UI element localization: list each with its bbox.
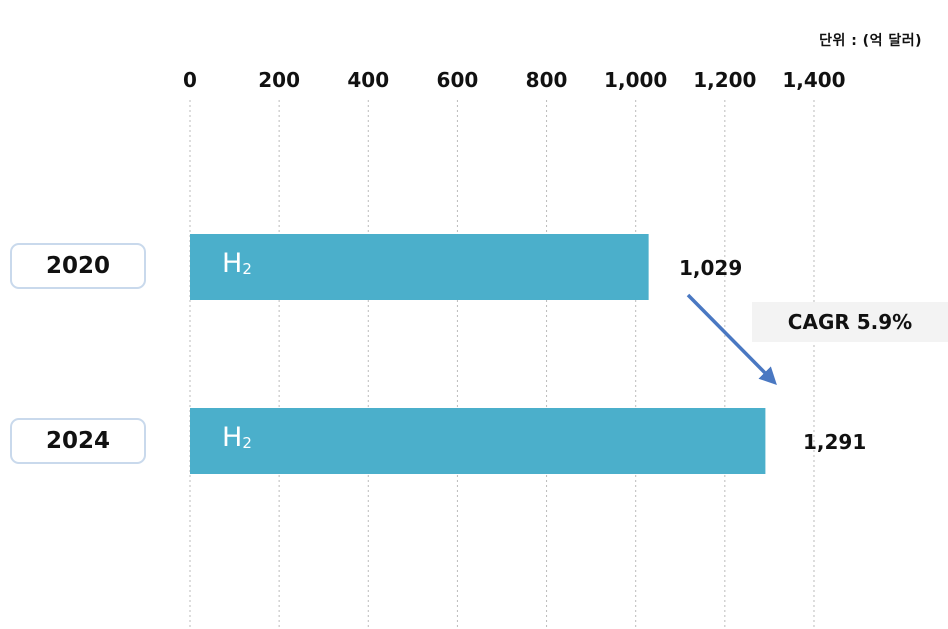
tick-label-5: 1,000 [604,68,668,92]
tick-label-0: 0 [183,68,197,92]
bar-2020 [190,234,649,300]
cagr-annotation: CAGR 5.9% [752,302,948,342]
tick-label-4: 800 [525,68,568,92]
value-label-2024: 1,291 [803,430,867,454]
cagr-arrow [686,293,777,385]
year-label-2024: 2024 [10,418,146,464]
tick-label-6: 1,200 [693,68,757,92]
tick-label-1: 200 [258,68,300,92]
tick-label-2: 400 [347,68,390,92]
year-label-2020: 2020 [10,243,146,289]
bar-text-2020: H2 [222,248,252,279]
tick-label-3: 600 [436,68,479,92]
unit-label: 단위 : (억 달러) [819,33,922,49]
tick-label-7: 1,400 [782,68,846,92]
bar-2024 [190,408,766,474]
value-label-2020: 1,029 [679,256,743,280]
bar-text-2024: H2 [222,422,252,453]
